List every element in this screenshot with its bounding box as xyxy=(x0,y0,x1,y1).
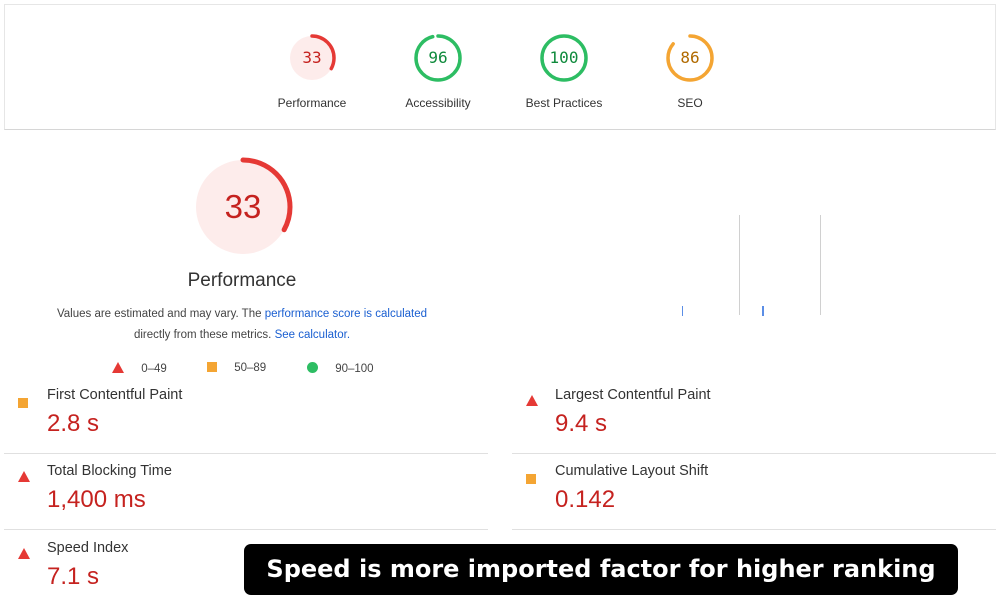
triangle-fail-icon xyxy=(18,471,30,482)
metric-divider xyxy=(512,453,996,454)
legend-pass: 90–100 xyxy=(307,362,374,375)
metric-divider xyxy=(512,529,996,530)
metric-divider xyxy=(4,453,488,454)
category-score-strip: 33 Performance 96 Accessibility 100 Best… xyxy=(4,4,996,130)
metric-cumulative-layout-shift: Cumulative Layout Shift 0.142 xyxy=(512,458,996,530)
triangle-fail-icon xyxy=(526,395,538,406)
triangle-fail-icon xyxy=(18,548,30,559)
filmstrip-divider xyxy=(739,215,740,315)
metric-label: Largest Contentful Paint xyxy=(555,387,711,403)
metric-first-contentful-paint: First Contentful Paint 2.8 s xyxy=(4,382,488,454)
metric-divider xyxy=(4,529,488,530)
metric-total-blocking-time: Total Blocking Time 1,400 ms xyxy=(4,458,488,530)
performance-score: 33 xyxy=(302,48,322,67)
legend-pass-range: 90–100 xyxy=(335,363,374,375)
performance-gauge-ring xyxy=(288,34,336,82)
triangle-fail-icon xyxy=(112,362,124,373)
score-calculated-link[interactable]: performance score is calculated xyxy=(264,308,428,320)
filmstrip-divider xyxy=(820,215,821,315)
category-label-accessibility: Accessibility xyxy=(405,96,471,110)
legend-fail: 0–49 xyxy=(112,362,167,375)
seo-score: 86 xyxy=(680,48,700,67)
performance-panel: 33 Performance Values are estimated and … xyxy=(2,150,682,382)
accessibility-score: 96 xyxy=(428,48,448,67)
category-label-seo: SEO xyxy=(677,96,703,110)
performance-big-score: 33 xyxy=(224,188,262,225)
performance-big-gauge: 33 xyxy=(190,154,296,260)
metric-value: 0.142 xyxy=(555,486,616,513)
square-average-icon xyxy=(207,362,217,372)
description-text: directly from these metrics. xyxy=(133,329,275,341)
metric-label: Cumulative Layout Shift xyxy=(555,463,709,479)
performance-gauge[interactable]: 33 xyxy=(287,33,337,83)
metric-label: First Contentful Paint xyxy=(47,387,183,403)
circle-pass-icon xyxy=(307,362,318,373)
metric-speed-index: Speed Index 7.1 s xyxy=(4,535,488,600)
metric-value: 2.8 s xyxy=(47,410,100,437)
legend-average: 50–89 xyxy=(207,362,266,374)
best-practices-gauge-ring xyxy=(540,34,588,82)
category-label-performance: Performance xyxy=(277,96,347,110)
best-practices-score: 100 xyxy=(549,48,579,67)
square-average-icon xyxy=(18,398,28,408)
performance-description: Values are estimated and may vary. The p… xyxy=(32,304,452,346)
filmstrip-marker xyxy=(762,306,764,316)
metric-value: 7.1 s xyxy=(47,563,100,590)
category-label-best-practices: Best Practices xyxy=(525,96,603,110)
filmstrip-marker xyxy=(681,306,683,316)
accessibility-gauge-ring xyxy=(414,34,462,82)
see-calculator-link[interactable]: See calculator. xyxy=(274,329,351,341)
performance-big-gauge-ring xyxy=(193,157,293,257)
metric-value: 9.4 s xyxy=(555,410,608,437)
metric-label: Total Blocking Time xyxy=(47,463,172,479)
description-text: Values are estimated and may vary. The xyxy=(56,308,265,320)
square-average-icon xyxy=(526,474,536,484)
legend-average-range: 50–89 xyxy=(234,362,267,374)
caption-banner: Speed is more imported factor for higher… xyxy=(244,544,958,595)
performance-title: Performance xyxy=(187,270,297,291)
accessibility-gauge[interactable]: 96 xyxy=(413,33,463,83)
legend-fail-range: 0–49 xyxy=(141,363,167,375)
metric-largest-contentful-paint: Largest Contentful Paint 9.4 s xyxy=(512,382,996,454)
best-practices-gauge[interactable]: 100 xyxy=(539,33,589,83)
seo-gauge[interactable]: 86 xyxy=(665,33,715,83)
metric-value: 1,400 ms xyxy=(47,486,146,513)
seo-gauge-ring xyxy=(666,34,714,82)
metric-label: Speed Index xyxy=(47,540,129,556)
